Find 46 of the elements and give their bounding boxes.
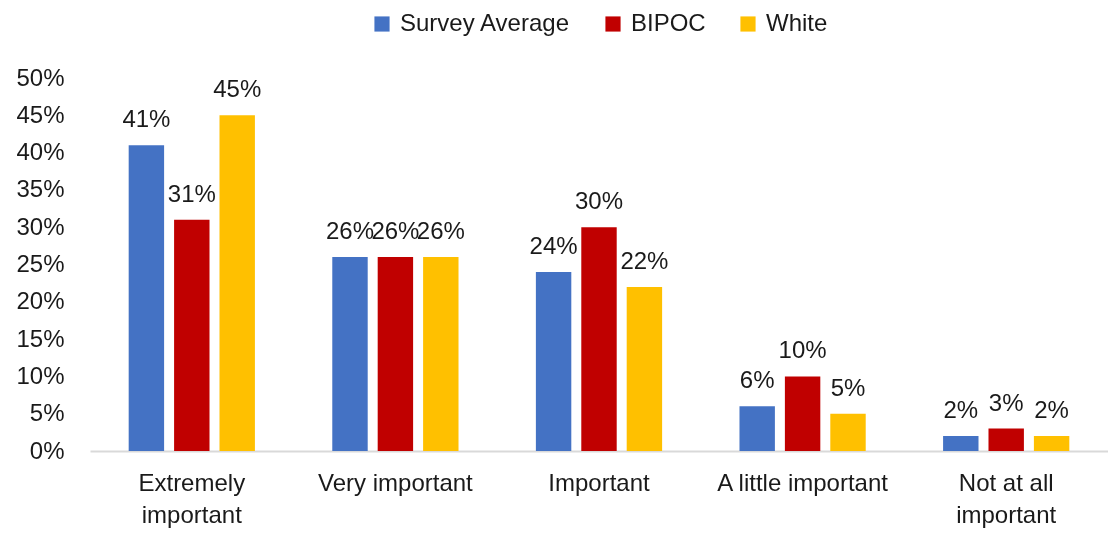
x-tick-label: Very important [318, 468, 474, 496]
legend-label: BIPOC [631, 9, 706, 36]
y-tick-label: 40% [16, 138, 65, 166]
bar [739, 406, 775, 451]
data-label: 22% [620, 246, 669, 274]
bar [128, 145, 165, 451]
data-label: 2% [1034, 396, 1069, 424]
y-tick-label: 25% [16, 250, 65, 277]
data-label: 10% [778, 336, 827, 364]
data-label: 30% [574, 187, 624, 215]
y-tick-label: 20% [16, 287, 65, 315]
y-tick-label: 35% [16, 175, 65, 203]
bar [581, 227, 617, 451]
bar [943, 436, 979, 451]
data-label: 3% [988, 388, 1024, 416]
data-label: 45% [213, 75, 262, 103]
data-label: 24% [529, 231, 578, 259]
data-label: 5% [830, 373, 866, 401]
y-tick-label: 45% [16, 100, 65, 128]
data-label: 31% [167, 179, 216, 207]
bar [830, 413, 866, 451]
y-tick-label: 30% [16, 212, 65, 240]
y-tick-label: 0% [29, 436, 65, 464]
x-tick-label: A little important [717, 468, 889, 496]
y-tick-label: 5% [29, 399, 65, 427]
y-tick-label: 10% [16, 361, 65, 389]
x-tick-label: Not at all important [956, 468, 1057, 528]
y-tick-label: 15% [16, 324, 65, 352]
bar [626, 286, 663, 451]
legend-label: Survey Average [400, 9, 569, 36]
bar [377, 257, 414, 451]
data-label: 41% [122, 105, 171, 133]
bar [174, 219, 210, 451]
bar [535, 271, 572, 451]
legend-label: White [766, 9, 828, 36]
y-tick-label: 50% [16, 63, 65, 91]
bar [332, 257, 368, 451]
bar [988, 428, 1024, 451]
data-label: 6% [739, 366, 775, 394]
x-tick-label: Extremely important [138, 468, 246, 528]
x-tick-label: Important [548, 468, 651, 496]
bar [1033, 436, 1070, 451]
bar [784, 376, 821, 451]
data-label: 2% [943, 396, 979, 424]
bar [423, 257, 459, 451]
bar [219, 115, 255, 451]
